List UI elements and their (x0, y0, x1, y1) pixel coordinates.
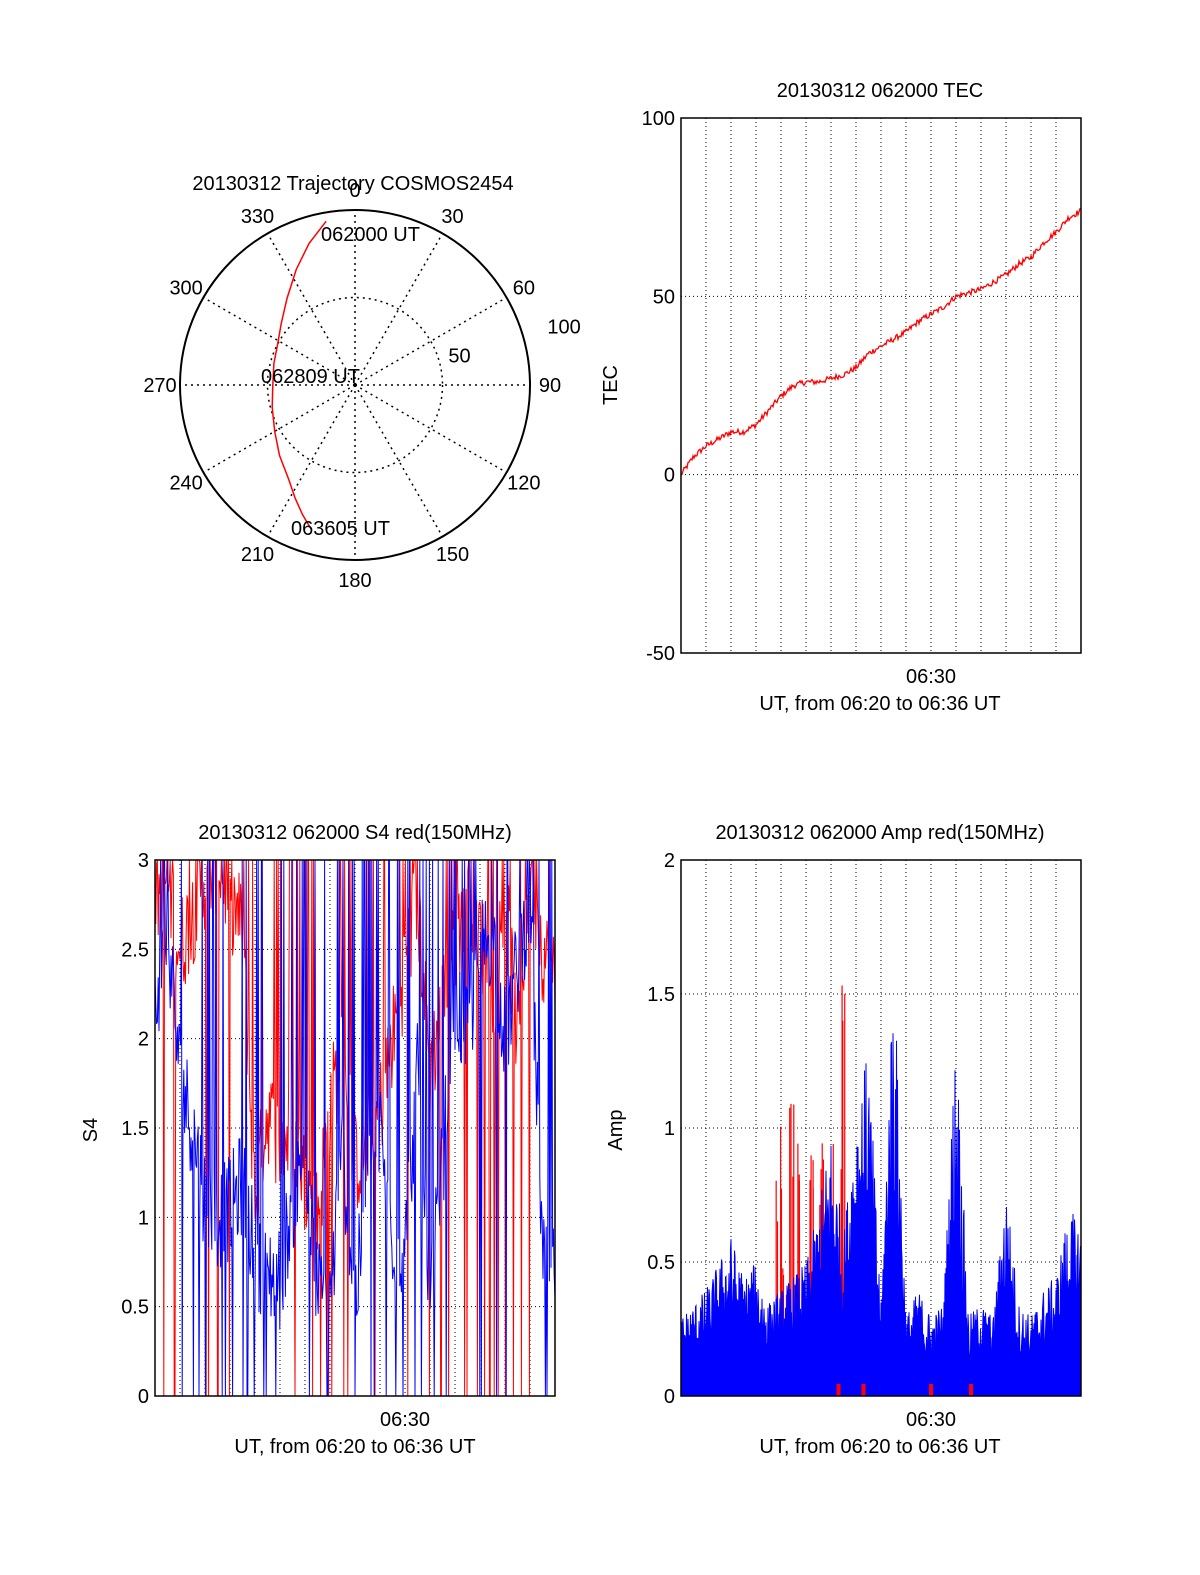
polar-angle-label-300: 300 (169, 278, 202, 300)
polar-angle-label-0: 0 (349, 180, 360, 202)
polar-radial-label-50: 50 (448, 345, 470, 367)
amp-series-blue (680, 1033, 1082, 1397)
amp-y-tick-label: 0 (664, 1386, 675, 1408)
amp-y-axis-label: Amp (605, 1109, 627, 1150)
s4-y-tick-label: 2.5 (121, 939, 149, 961)
s4-y-tick-label: 1.5 (121, 1118, 149, 1140)
amp-red-baseline (861, 1384, 866, 1396)
s4-x-axis-label: UT, from 06:20 to 06:36 UT (234, 1436, 475, 1458)
s4-x-tick-label: 06:30 (380, 1409, 430, 1431)
polar-angle-label-180: 180 (338, 570, 371, 592)
amp-y-tick-label: 1 (664, 1118, 675, 1140)
tec-y-tick-label: 50 (653, 286, 675, 308)
polar-spoke-210 (266, 384, 356, 537)
tec-series-line (680, 208, 1082, 476)
tec-x-axis-label: UT, from 06:20 to 06:36 UT (759, 693, 1000, 715)
trajectory-panel: 20130312 Trajectory COSMOS2454 0 30 60 90 12… (143, 173, 580, 592)
polar-angle-label-330: 330 (241, 206, 274, 228)
s4-y-ticks: 0 0.5 1 1.5 2 2.5 3 (121, 850, 149, 1408)
s4-y-tick-label: 0 (138, 1386, 149, 1408)
polar-ring-50 (266, 296, 444, 474)
amp-y-ticks: 0 0.5 1 1.5 2 (647, 850, 675, 1408)
s4-title: 20130312 062000 S4 red(150MHz) (198, 822, 512, 844)
s4-panel: 20130312 062000 S4 red(150MHz) 0 0.5 1 1.5 2… (80, 822, 556, 1458)
tec-plot-frame (680, 117, 1082, 654)
amp-title: 20130312 062000 Amp red(150MHz) (715, 822, 1044, 844)
polar-angle-label-120: 120 (507, 473, 540, 495)
polar-angle-label-60: 60 (513, 278, 535, 300)
polar-spoke-30 (354, 233, 444, 386)
s4-y-tick-label: 0.5 (121, 1297, 149, 1319)
tec-x-tick-label: 06:30 (906, 666, 956, 688)
polar-angle-labels: 0 30 60 90 120 150 180 210 240 270 300 330 (143, 180, 561, 592)
amp-red-baseline (969, 1384, 973, 1396)
polar-spoke-150 (354, 384, 444, 537)
trajectory-mid-label: 062809 UT (261, 366, 360, 388)
amp-x-tick-label: 06:30 (906, 1409, 956, 1431)
tec-y-ticks: -50 0 50 100 (642, 108, 675, 665)
polar-angle-label-240: 240 (169, 473, 202, 495)
polar-radial-label-100: 100 (547, 317, 580, 339)
trajectory-title: 20130312 Trajectory COSMOS2454 (192, 173, 513, 195)
amp-y-tick-label: 1.5 (647, 984, 675, 1006)
polar-angle-label-90: 90 (539, 375, 561, 397)
tec-panel: 20130312 062000 TEC -50 0 50 100 06:30 UT, … (600, 80, 1082, 715)
polar-angle-label-150: 150 (436, 544, 469, 566)
s4-plot-frame (154, 859, 556, 1397)
amp-red-baseline (836, 1384, 841, 1396)
tec-y-axis-label: TEC (600, 365, 622, 405)
trajectory-line (271, 220, 327, 530)
polar-spoke-60 (354, 296, 507, 386)
tec-title: 20130312 062000 TEC (777, 80, 983, 102)
polar-spoke-120 (354, 384, 507, 474)
polar-angle-label-270: 270 (143, 375, 176, 397)
s4-y-axis-label: S4 (80, 1118, 102, 1142)
tec-y-tick-label: 0 (664, 465, 675, 487)
s4-y-tick-label: 1 (138, 1207, 149, 1229)
tec-y-tick-label: 100 (642, 108, 675, 130)
polar-angle-label-210: 210 (241, 544, 274, 566)
polar-grid (180, 210, 530, 560)
amp-y-tick-label: 2 (664, 850, 675, 872)
amp-series (680, 985, 1082, 1397)
polar-spoke-300 (203, 296, 356, 386)
amp-plot-frame (680, 859, 1082, 1397)
amp-y-tick-label: 0.5 (647, 1252, 675, 1274)
polar-spoke-330 (266, 233, 356, 386)
polar-radial-labels: 50 100 (448, 317, 580, 368)
polar-angle-label-30: 30 (441, 206, 463, 228)
amp-red-baseline (929, 1384, 933, 1396)
trajectory-start-label: 062000 UT (321, 224, 420, 246)
trajectory-end-label: 063605 UT (291, 518, 390, 540)
tec-y-tick-label: -50 (646, 643, 675, 665)
tec-series (680, 208, 1082, 476)
s4-y-tick-label: 3 (138, 850, 149, 872)
polar-spoke-240 (203, 384, 356, 474)
amp-x-axis-label: UT, from 06:20 to 06:36 UT (759, 1436, 1000, 1458)
tec-grid (681, 118, 1081, 653)
s4-y-tick-label: 2 (138, 1029, 149, 1051)
polar-outer-circle (179, 209, 531, 561)
amp-panel: 20130312 062000 Amp red(150MHz) 0 0.5 1 1.5… (605, 822, 1082, 1458)
